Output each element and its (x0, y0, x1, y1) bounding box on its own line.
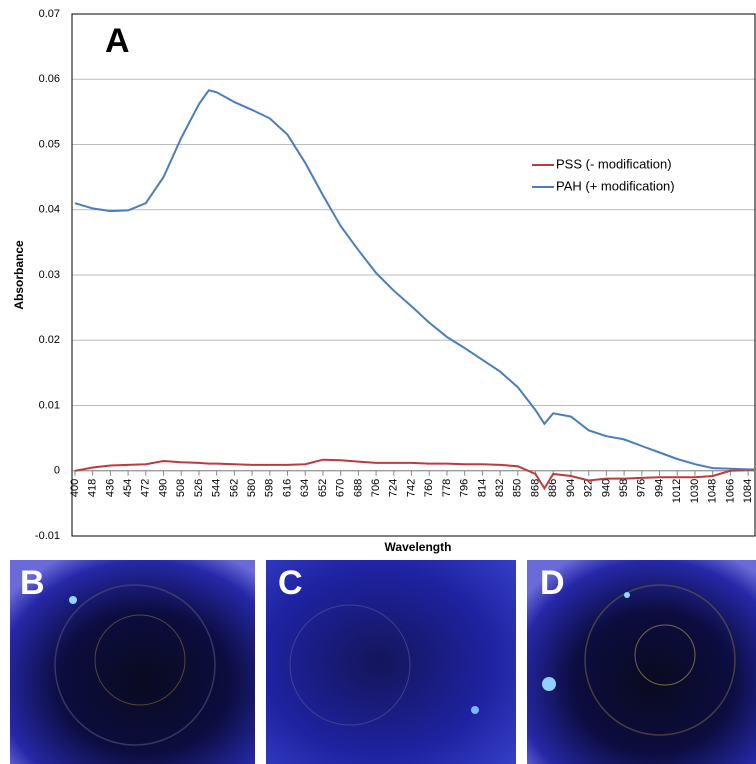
x-tick-label: 994 (653, 479, 665, 497)
x-tick-label: 436 (104, 479, 116, 497)
x-tick-label: 760 (423, 479, 435, 497)
x-tick-label: 616 (281, 479, 293, 497)
x-axis-title: Wavelength (385, 540, 452, 554)
data-line (74, 458, 754, 491)
y-tick-label: 0.03 (39, 269, 60, 281)
x-tick-label: 850 (512, 479, 524, 497)
panel-label: B (20, 564, 45, 602)
y-tick-label: 0 (54, 465, 60, 477)
x-tick-label: 958 (618, 479, 630, 497)
x-tick-label: 724 (388, 479, 400, 497)
x-tick-label: 1012 (671, 479, 683, 503)
panel-label: D (540, 564, 565, 602)
x-tick-label: 832 (494, 479, 506, 497)
y-tick-label: 0.04 (39, 204, 60, 216)
y-tick-label: 0.07 (39, 8, 60, 20)
legend-label: PSS (- modification) (556, 156, 672, 171)
photo (10, 560, 255, 764)
x-tick-label: 976 (636, 479, 648, 497)
y-tick-label: 0.02 (39, 334, 60, 346)
x-tick-label: 508 (175, 479, 187, 497)
x-tick-label: 472 (140, 479, 152, 497)
x-tick-label: 1048 (707, 479, 719, 503)
x-tick-label: 670 (335, 479, 347, 497)
x-tick-label: 886 (547, 479, 559, 497)
x-tick-label: 688 (352, 479, 364, 497)
x-tick-label: 634 (299, 479, 311, 497)
x-tick-label: 544 (211, 479, 223, 497)
panel-label: C (278, 564, 303, 602)
x-tick-label: 922 (583, 479, 595, 497)
x-tick-label: 1030 (689, 479, 701, 503)
photo (527, 560, 756, 764)
x-tick-label: 868 (529, 479, 541, 497)
y-tick-label: -0.01 (35, 530, 60, 542)
panel-label: A (105, 22, 130, 60)
x-tick-label: 652 (317, 479, 329, 497)
photo (266, 560, 516, 764)
x-tick-label: 454 (122, 479, 134, 497)
x-tick-label: 580 (246, 479, 258, 497)
legend-label: PAH (+ modification) (556, 178, 675, 193)
x-tick-label: 940 (600, 479, 612, 497)
x-tick-label: 814 (476, 479, 488, 497)
y-tick-label: 0.01 (39, 399, 60, 411)
x-tick-label: 778 (441, 479, 453, 497)
x-tick-label: 1066 (724, 479, 736, 503)
x-tick-label: 490 (157, 479, 169, 497)
x-tick-label: 706 (370, 479, 382, 497)
x-tick-label: 1084 (742, 479, 754, 503)
x-tick-label: 904 (565, 479, 577, 497)
x-tick-label: 598 (264, 479, 276, 497)
x-tick-label: 418 (87, 479, 99, 497)
x-tick-label: 742 (405, 479, 417, 497)
y-tick-label: 0.06 (39, 73, 60, 85)
plot-frame (71, 13, 756, 537)
y-axis-title: Absorbance (12, 240, 26, 310)
x-tick-label: 400 (69, 479, 81, 497)
x-tick-label: 796 (459, 479, 471, 497)
x-tick-label: 562 (228, 479, 240, 497)
x-tick-label: 526 (193, 479, 205, 497)
y-tick-label: 0.05 (39, 138, 60, 150)
data-line (74, 89, 754, 471)
